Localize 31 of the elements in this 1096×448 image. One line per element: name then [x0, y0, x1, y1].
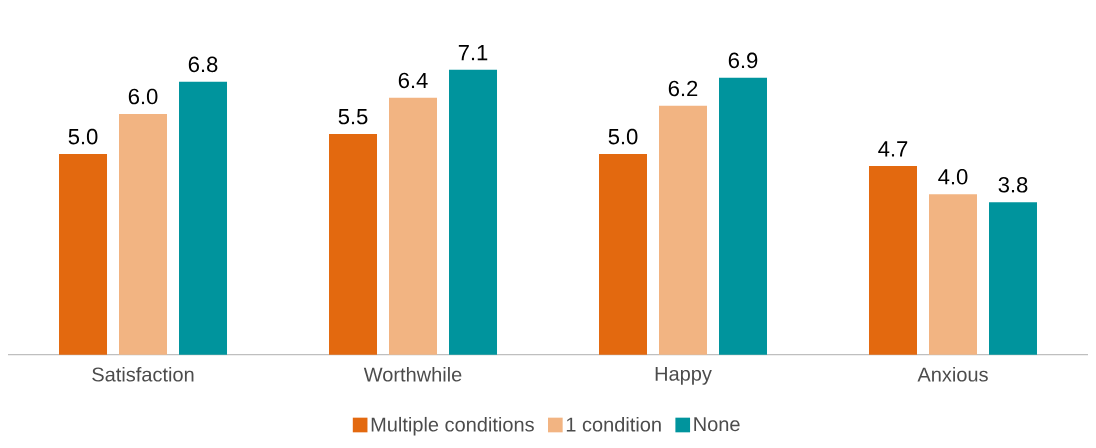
bar	[929, 194, 977, 355]
data-label: 4.0	[938, 168, 968, 185]
data-label: 6.9	[728, 52, 758, 69]
legend-label: 1 condition	[566, 416, 661, 432]
data-label: 6.4	[398, 72, 428, 89]
bar	[119, 113, 168, 355]
bar	[869, 166, 917, 355]
bar	[389, 97, 437, 355]
x-tick-label: Happy	[655, 366, 712, 385]
data-label: 4.7	[878, 141, 908, 157]
data-label: 6.2	[668, 80, 698, 97]
bar	[719, 77, 767, 355]
data-label: 7.1	[458, 45, 488, 61]
x-tick-label: Satisfaction	[92, 366, 194, 382]
bar	[59, 154, 108, 355]
bar	[599, 154, 647, 355]
bar	[179, 81, 228, 355]
data-label: 6.8	[188, 56, 218, 73]
data-label: 3.8	[998, 176, 1028, 193]
data-label: 6.0	[128, 88, 158, 105]
data-label: 5.0	[608, 128, 638, 145]
legend-label: Multiple conditions	[371, 416, 534, 436]
x-tick-label: Anxious	[917, 366, 988, 382]
bar	[329, 133, 378, 355]
x-tick-label: Worthwhile	[363, 366, 462, 382]
bar	[989, 202, 1037, 355]
bar	[659, 105, 707, 355]
legend-label: None	[694, 417, 740, 432]
data-label: 5.0	[68, 128, 98, 145]
data-label: 5.5	[338, 109, 368, 125]
bar	[449, 69, 498, 355]
